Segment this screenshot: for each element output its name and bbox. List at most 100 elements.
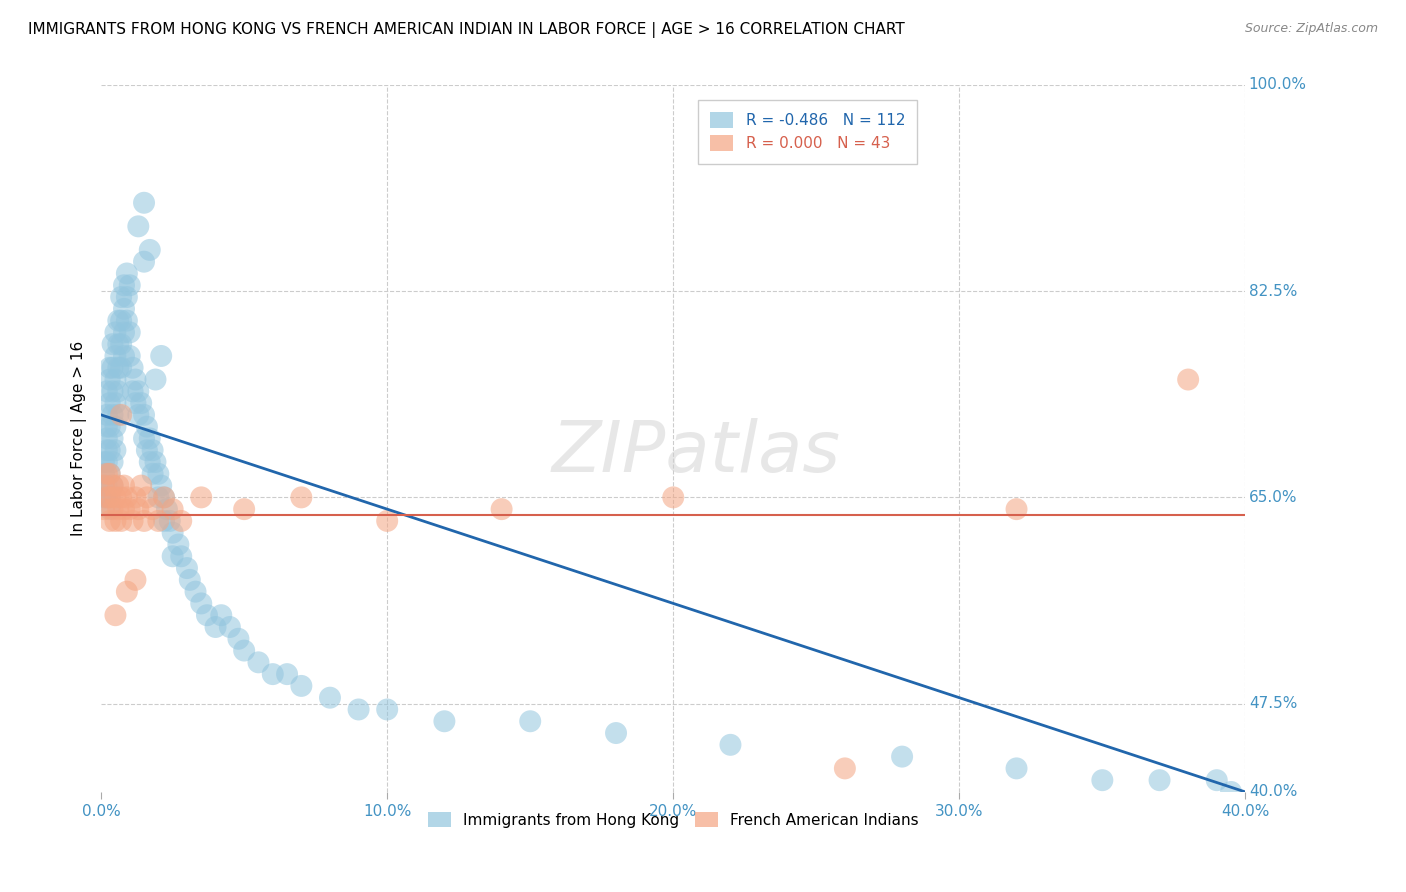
Point bbox=[96, 432, 118, 446]
Text: IMMIGRANTS FROM HONG KONG VS FRENCH AMERICAN INDIAN IN LABOR FORCE | AGE > 16 CO: IMMIGRANTS FROM HONG KONG VS FRENCH AMER… bbox=[28, 22, 905, 38]
Point bbox=[148, 467, 170, 481]
Point bbox=[118, 278, 141, 293]
Point bbox=[145, 372, 167, 386]
Point bbox=[162, 502, 184, 516]
Point bbox=[124, 396, 146, 410]
Point bbox=[98, 372, 121, 386]
Point bbox=[209, 608, 232, 623]
Point bbox=[118, 349, 141, 363]
Point bbox=[96, 478, 118, 492]
Point bbox=[150, 478, 173, 492]
Point bbox=[142, 502, 165, 516]
Point bbox=[433, 714, 456, 729]
Text: 82.5%: 82.5% bbox=[1249, 284, 1298, 299]
Point bbox=[101, 455, 124, 469]
Point bbox=[115, 491, 138, 505]
Point bbox=[104, 372, 127, 386]
Point bbox=[104, 419, 127, 434]
Point bbox=[104, 326, 127, 340]
Point bbox=[107, 502, 129, 516]
Point bbox=[101, 360, 124, 375]
Point bbox=[96, 491, 118, 505]
Point bbox=[96, 408, 118, 422]
Point bbox=[110, 337, 132, 351]
Point bbox=[110, 491, 132, 505]
Point bbox=[127, 219, 149, 234]
Point bbox=[153, 491, 176, 505]
Point bbox=[124, 491, 146, 505]
Text: 40.0%: 40.0% bbox=[1249, 784, 1298, 799]
Point bbox=[347, 702, 370, 716]
Point bbox=[101, 502, 124, 516]
Point bbox=[1005, 502, 1028, 516]
Point bbox=[96, 419, 118, 434]
Y-axis label: In Labor Force | Age > 16: In Labor Force | Age > 16 bbox=[72, 341, 87, 536]
Text: 47.5%: 47.5% bbox=[1249, 696, 1298, 711]
Point bbox=[179, 573, 201, 587]
Point bbox=[115, 313, 138, 327]
Point bbox=[110, 290, 132, 304]
Point bbox=[93, 502, 115, 516]
Point bbox=[104, 514, 127, 528]
Point bbox=[118, 502, 141, 516]
Point bbox=[127, 502, 149, 516]
Point bbox=[98, 514, 121, 528]
Point bbox=[1220, 785, 1243, 799]
Point bbox=[135, 419, 157, 434]
Point bbox=[98, 491, 121, 505]
Point bbox=[132, 408, 155, 422]
Point bbox=[153, 491, 176, 505]
Text: ZIPatlas: ZIPatlas bbox=[551, 418, 841, 487]
Point bbox=[96, 455, 118, 469]
Point bbox=[132, 514, 155, 528]
Point bbox=[98, 443, 121, 458]
Point bbox=[96, 384, 118, 399]
Point bbox=[101, 478, 124, 492]
Point bbox=[93, 478, 115, 492]
Point bbox=[262, 667, 284, 681]
Point bbox=[170, 514, 193, 528]
Point bbox=[1205, 773, 1227, 788]
Point bbox=[190, 491, 212, 505]
Point bbox=[112, 326, 135, 340]
Point bbox=[162, 525, 184, 540]
Point bbox=[98, 467, 121, 481]
Point bbox=[148, 491, 170, 505]
Point bbox=[132, 432, 155, 446]
Point bbox=[121, 360, 143, 375]
Point bbox=[93, 478, 115, 492]
Point bbox=[107, 313, 129, 327]
Point bbox=[118, 326, 141, 340]
Point bbox=[228, 632, 250, 646]
Point bbox=[247, 656, 270, 670]
Point bbox=[104, 349, 127, 363]
Point bbox=[319, 690, 342, 705]
Point bbox=[662, 491, 685, 505]
Point bbox=[101, 432, 124, 446]
Point bbox=[184, 584, 207, 599]
Point bbox=[142, 467, 165, 481]
Point bbox=[834, 761, 856, 775]
Point bbox=[162, 549, 184, 564]
Point bbox=[101, 337, 124, 351]
Point bbox=[290, 679, 312, 693]
Point bbox=[112, 301, 135, 316]
Point bbox=[107, 408, 129, 422]
Point bbox=[170, 549, 193, 564]
Point bbox=[233, 643, 256, 657]
Point bbox=[135, 443, 157, 458]
Point bbox=[115, 584, 138, 599]
Point bbox=[139, 432, 162, 446]
Point bbox=[98, 360, 121, 375]
Point bbox=[110, 408, 132, 422]
Point bbox=[107, 337, 129, 351]
Point bbox=[98, 502, 121, 516]
Point bbox=[112, 502, 135, 516]
Point bbox=[98, 491, 121, 505]
Point bbox=[98, 396, 121, 410]
Point bbox=[139, 455, 162, 469]
Point bbox=[153, 514, 176, 528]
Point bbox=[1149, 773, 1171, 788]
Point bbox=[132, 254, 155, 268]
Point bbox=[276, 667, 298, 681]
